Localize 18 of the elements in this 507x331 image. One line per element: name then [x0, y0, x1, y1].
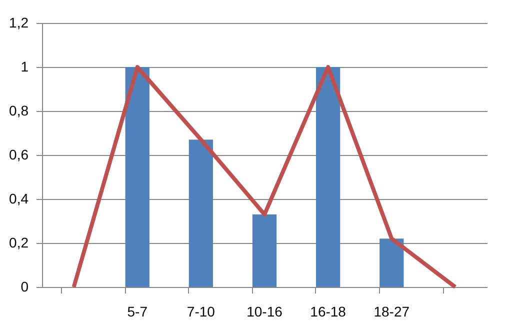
x-tick-label: 7-10: [186, 304, 216, 320]
bar: [316, 67, 340, 287]
y-tick-label: 1,2: [9, 14, 29, 30]
x-tick-label: 16-18: [310, 304, 346, 320]
bar: [380, 238, 404, 287]
bar: [252, 214, 277, 287]
x-tick-label: 10-16: [246, 304, 283, 320]
bar: [188, 140, 214, 287]
x-tick-label: 5-7: [127, 304, 148, 320]
x-tick-label: 18-27: [374, 304, 410, 320]
line-series: [72, 65, 458, 289]
bar: [125, 67, 150, 287]
y-tick-label: 0: [20, 278, 29, 294]
y-tick-label: 0,8: [9, 102, 29, 118]
y-tick-label: 1: [20, 58, 29, 74]
y-tick-label: 0,6: [9, 146, 29, 162]
y-tick-label: 0,2: [9, 234, 29, 250]
y-tick-label: 0,4: [9, 190, 29, 206]
